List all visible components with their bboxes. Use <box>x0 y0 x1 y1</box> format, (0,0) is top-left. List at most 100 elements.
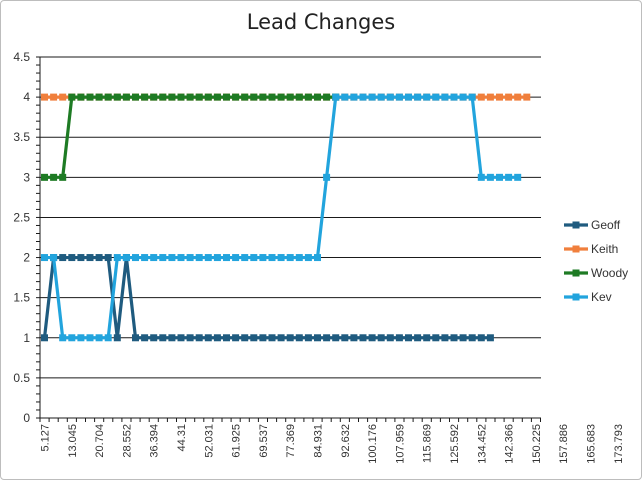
data-point-geoff <box>377 334 385 342</box>
data-point-kev <box>50 254 58 262</box>
data-point-kev <box>377 93 385 101</box>
data-point-woody <box>50 173 58 181</box>
x-tick-label: 173.793 <box>613 424 625 464</box>
y-tick-label: 2.5 <box>13 210 30 224</box>
data-point-woody <box>277 93 285 101</box>
data-point-woody <box>268 93 276 101</box>
data-point-geoff <box>405 334 412 342</box>
x-tick-labels: 5.127 13.045 20.704 28.552 36.394 44.31 52.031… <box>40 424 625 464</box>
data-point-kev <box>259 254 267 262</box>
data-point-woody <box>232 93 240 101</box>
data-point-woody <box>304 93 312 101</box>
data-point-geoff <box>159 334 167 342</box>
data-point-geoff <box>150 334 158 342</box>
data-point-geoff <box>286 334 294 342</box>
data-point-geoff <box>77 254 85 262</box>
data-point-geoff <box>459 334 467 342</box>
data-point-woody <box>213 93 221 101</box>
data-point-kev <box>286 254 294 262</box>
data-point-geoff <box>477 334 485 342</box>
data-point-woody <box>241 93 249 101</box>
data-point-geoff <box>168 334 176 342</box>
x-tick-label: 142.366 <box>504 424 516 464</box>
x-tick-label: 13.045 <box>67 424 79 458</box>
data-point-kev <box>113 254 121 262</box>
data-point-geoff <box>386 334 394 342</box>
data-point-geoff <box>195 334 203 342</box>
data-point-geoff <box>432 334 440 342</box>
data-point-geoff <box>132 334 139 342</box>
data-point-geoff <box>232 334 240 342</box>
data-point-geoff <box>295 334 303 342</box>
data-point-kev <box>395 93 403 101</box>
data-point-keith <box>50 93 58 101</box>
data-point-kev <box>168 254 176 262</box>
data-point-kev <box>423 93 431 101</box>
data-point-geoff <box>268 334 276 342</box>
data-point-woody <box>104 93 112 101</box>
data-point-geoff <box>177 334 185 342</box>
data-point-woody <box>177 93 185 101</box>
data-point-kev <box>104 334 112 342</box>
data-point-woody <box>186 93 194 101</box>
data-point-kev <box>314 254 321 262</box>
data-point-kev <box>477 173 485 181</box>
data-point-kev <box>141 254 149 262</box>
x-tick-label: 92.632 <box>340 424 352 458</box>
data-point-kev <box>86 334 94 342</box>
x-tick-label: 77.369 <box>285 424 297 458</box>
data-point-kev <box>468 93 476 101</box>
legend-label-woody: Woody <box>591 266 628 280</box>
data-point-woody <box>259 93 267 101</box>
data-point-keith <box>41 93 48 101</box>
legend: Geoff Keith Woody Kev <box>564 218 628 304</box>
data-point-geoff <box>359 334 367 342</box>
y-tick-label: 2 <box>23 251 30 265</box>
data-point-geoff <box>68 254 76 262</box>
data-point-geoff <box>441 334 449 342</box>
x-tick-label: 61.925 <box>231 424 243 458</box>
x-tick-label: 52.031 <box>203 424 215 458</box>
legend-label-kev: Kev <box>591 290 612 304</box>
data-point-keith <box>477 93 485 101</box>
data-point-kev <box>514 173 522 181</box>
data-point-geoff <box>468 334 476 342</box>
data-point-kev <box>241 254 249 262</box>
data-point-geoff <box>314 334 321 342</box>
y-tick-label: 0 <box>23 411 30 425</box>
data-point-woody <box>68 93 76 101</box>
data-point-geoff <box>323 334 331 342</box>
y-tick-label: 4 <box>23 90 30 104</box>
legend-label-geoff: Geoff <box>591 218 621 232</box>
data-point-woody <box>323 93 331 101</box>
y-tick-label: 0.5 <box>13 371 30 385</box>
data-point-geoff <box>223 334 230 342</box>
data-point-kev <box>250 254 258 262</box>
x-tick-label: 5.127 <box>40 424 52 452</box>
x-tick-label: 84.931 <box>313 424 325 458</box>
data-point-woody <box>159 93 167 101</box>
data-point-woody <box>122 93 130 101</box>
legend-marker-geoff <box>572 221 580 229</box>
data-point-kev <box>295 254 303 262</box>
data-point-kev <box>95 334 103 342</box>
y-tick-labels: 0 0.5 1 1.5 2 2.5 3 3.5 4 4.5 <box>13 50 30 425</box>
data-point-keith <box>59 93 67 101</box>
data-point-woody <box>86 93 94 101</box>
data-point-geoff <box>332 334 340 342</box>
data-point-kev <box>505 173 513 181</box>
data-point-geoff <box>41 334 48 342</box>
data-point-kev <box>323 173 331 181</box>
data-point-geoff <box>86 254 94 262</box>
data-point-kev <box>368 93 376 101</box>
x-tick-label: 134.452 <box>476 424 488 464</box>
data-point-woody <box>168 93 176 101</box>
data-point-geoff <box>204 334 212 342</box>
data-point-kev <box>223 254 230 262</box>
data-point-kev <box>268 254 276 262</box>
data-point-geoff <box>414 334 422 342</box>
data-point-kev <box>441 93 449 101</box>
legend-marker-kev <box>572 293 580 301</box>
series-lines <box>41 93 531 342</box>
x-tick-label: 150.225 <box>531 424 543 464</box>
